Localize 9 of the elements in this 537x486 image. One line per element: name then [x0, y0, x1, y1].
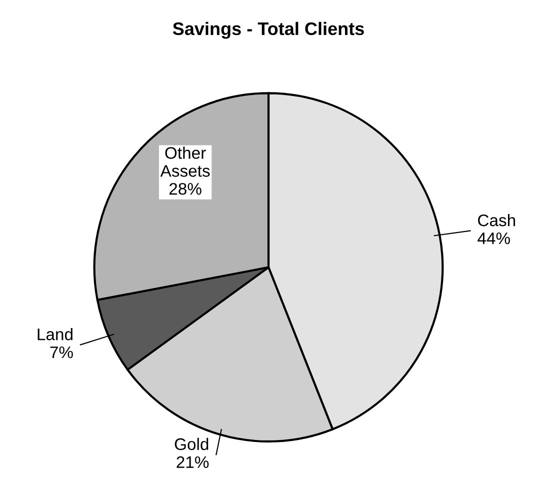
slice-label: Gold [174, 438, 208, 450]
slice-label: Cash [478, 214, 516, 226]
data-label: 7% [50, 346, 73, 358]
data-label: 21% [176, 456, 209, 468]
slice-label: Land [38, 328, 72, 340]
data-label: 44% [478, 232, 510, 244]
data-label: 28% [169, 182, 202, 195]
chart-title: Savings - Total Clients [172, 22, 364, 39]
slice-label: Other Assets [160, 146, 210, 177]
